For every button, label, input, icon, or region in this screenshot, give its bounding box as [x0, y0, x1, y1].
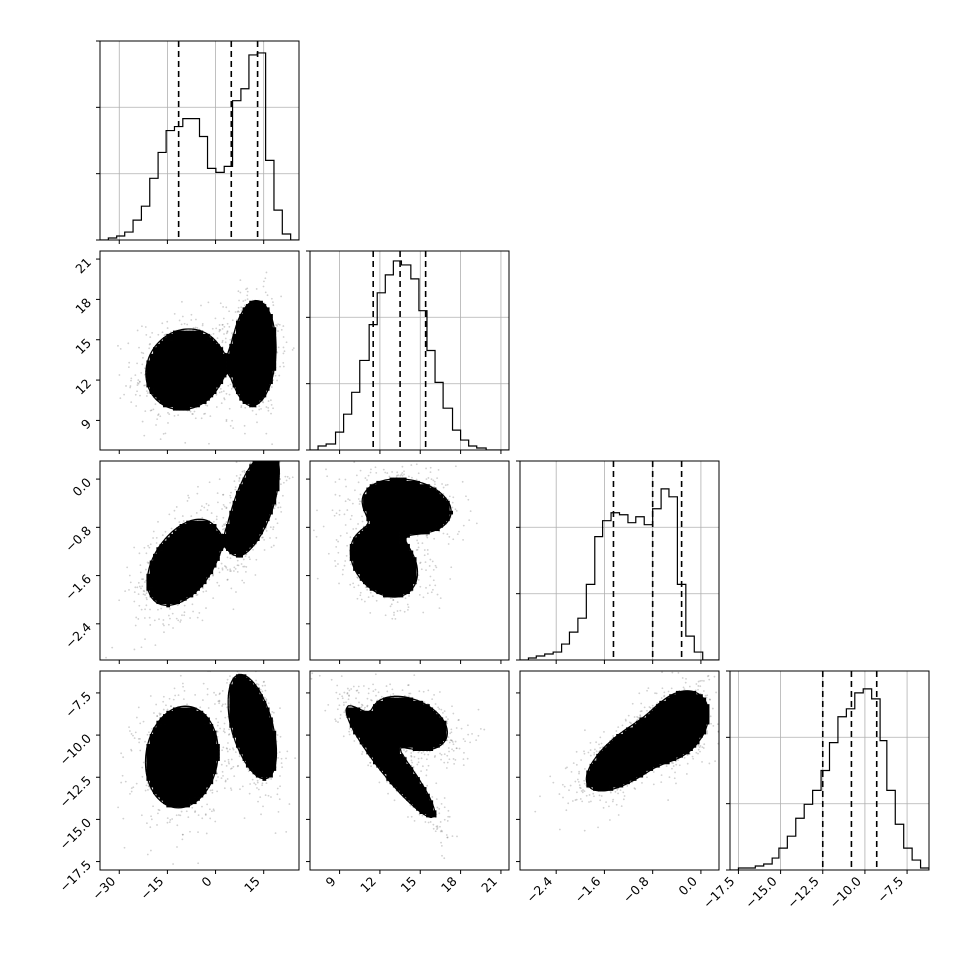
contour-line: [605, 699, 701, 776]
x-tick-label: 0.0: [675, 873, 700, 898]
x-tick-label: 18: [438, 873, 460, 895]
density-map: [146, 461, 280, 608]
y-tick-label: −12.5: [56, 773, 94, 811]
panel-2-3: −2.4 −1.6 −0.8 0.0: [516, 670, 720, 906]
panel-frame: [309, 460, 510, 661]
panel-0-0: [96, 40, 300, 244]
grid: [100, 41, 299, 240]
y-tick-label: 18: [72, 295, 94, 317]
y-tick-label: 15: [72, 335, 94, 357]
panel-frame: [309, 670, 510, 871]
x-tick-label: −15.0: [742, 873, 780, 911]
y-tick-label: −10.0: [56, 731, 94, 769]
contour-line: [357, 705, 435, 803]
panel-frame: [519, 460, 720, 661]
density-map: [346, 697, 447, 818]
contour-line: [245, 711, 260, 742]
panel-frame: [99, 460, 300, 661]
panel-2-2: [516, 460, 720, 664]
panel-0-3: −30 −15 0 15 −17.5 −15.0 −12.5 −10.0 −7.5: [56, 670, 300, 903]
panel-1-1: [306, 250, 510, 454]
x-tick-label: −17.5: [700, 874, 738, 912]
contour-line: [371, 492, 430, 576]
histogram-step: [310, 260, 509, 450]
panel-frame: [99, 250, 300, 451]
contour-line: [393, 498, 420, 515]
contour-line: [378, 746, 403, 778]
contour-line: [146, 462, 280, 606]
x-tick-label: 21: [478, 874, 500, 896]
contour-line: [349, 478, 452, 598]
x-tick-label: 0: [198, 873, 214, 889]
histogram-step: [520, 488, 719, 660]
x-tick-label: −2.4: [523, 873, 555, 905]
grid: [520, 461, 719, 660]
x-tick-label: 12: [357, 874, 379, 896]
density-map: [349, 477, 454, 598]
y-tick-label: −7.5: [62, 688, 94, 720]
grid: [310, 251, 509, 450]
contour-line: [158, 314, 271, 397]
histogram-step: [730, 688, 929, 870]
x-tick-label: 15: [398, 874, 420, 896]
y-tick-label: −17.5: [56, 857, 94, 895]
contour-line: [159, 464, 273, 591]
contour-line: [663, 715, 686, 738]
x-tick-label: −7.5: [874, 874, 906, 906]
x-tick-label: −15: [137, 874, 166, 903]
contour-line: [360, 485, 440, 587]
panel-3-3: −17.5 −15.0 −12.5 −10.0 −7.5: [700, 670, 930, 912]
contour-line: [345, 695, 449, 819]
panel-frame: [729, 670, 930, 871]
contour-line: [173, 326, 266, 382]
y-tick-label: −0.8: [62, 523, 94, 555]
density-map: [146, 300, 277, 411]
x-tick-label: 15: [241, 874, 263, 896]
x-tick-label: −0.8: [620, 873, 652, 905]
y-tick-label: 12: [72, 376, 94, 398]
x-tick-label: −10.0: [826, 873, 864, 911]
x-tick-label: −12.5: [784, 874, 822, 912]
contour-line: [170, 700, 265, 774]
panel-1-2: [306, 460, 510, 664]
panel-frame: [99, 670, 300, 871]
density-map: [146, 674, 277, 808]
panel-0-1: 9 12 15 18 21: [72, 250, 300, 454]
panel-frame: [99, 40, 300, 241]
panel-frame: [519, 670, 720, 871]
contour-line: [247, 338, 261, 369]
contour-line: [145, 299, 277, 411]
x-tick-label: −1.6: [571, 873, 603, 905]
contour-line: [144, 673, 278, 809]
y-tick-label: 21: [72, 255, 94, 277]
contour-line: [367, 714, 422, 790]
contour-line: [172, 477, 267, 576]
x-tick-label: −30: [89, 873, 118, 902]
x-tick-label: 9: [322, 873, 338, 889]
panel-frame: [309, 250, 510, 451]
contour-line: [246, 488, 262, 518]
y-tick-label: 9: [78, 416, 94, 432]
y-tick-label: −2.4: [62, 619, 94, 651]
y-tick-label: −1.6: [62, 571, 94, 603]
contour-line: [157, 688, 271, 791]
histogram-step: [100, 52, 299, 240]
y-tick-label: 0.0: [69, 475, 94, 500]
y-tick-label: −15.0: [56, 815, 94, 853]
panel-0-2: −2.4 −1.6 −0.8 0.0: [62, 460, 300, 664]
contour-line: [642, 708, 693, 748]
panel-1-3: 9 12 15 18 21: [306, 670, 510, 896]
contour-line: [585, 690, 710, 792]
